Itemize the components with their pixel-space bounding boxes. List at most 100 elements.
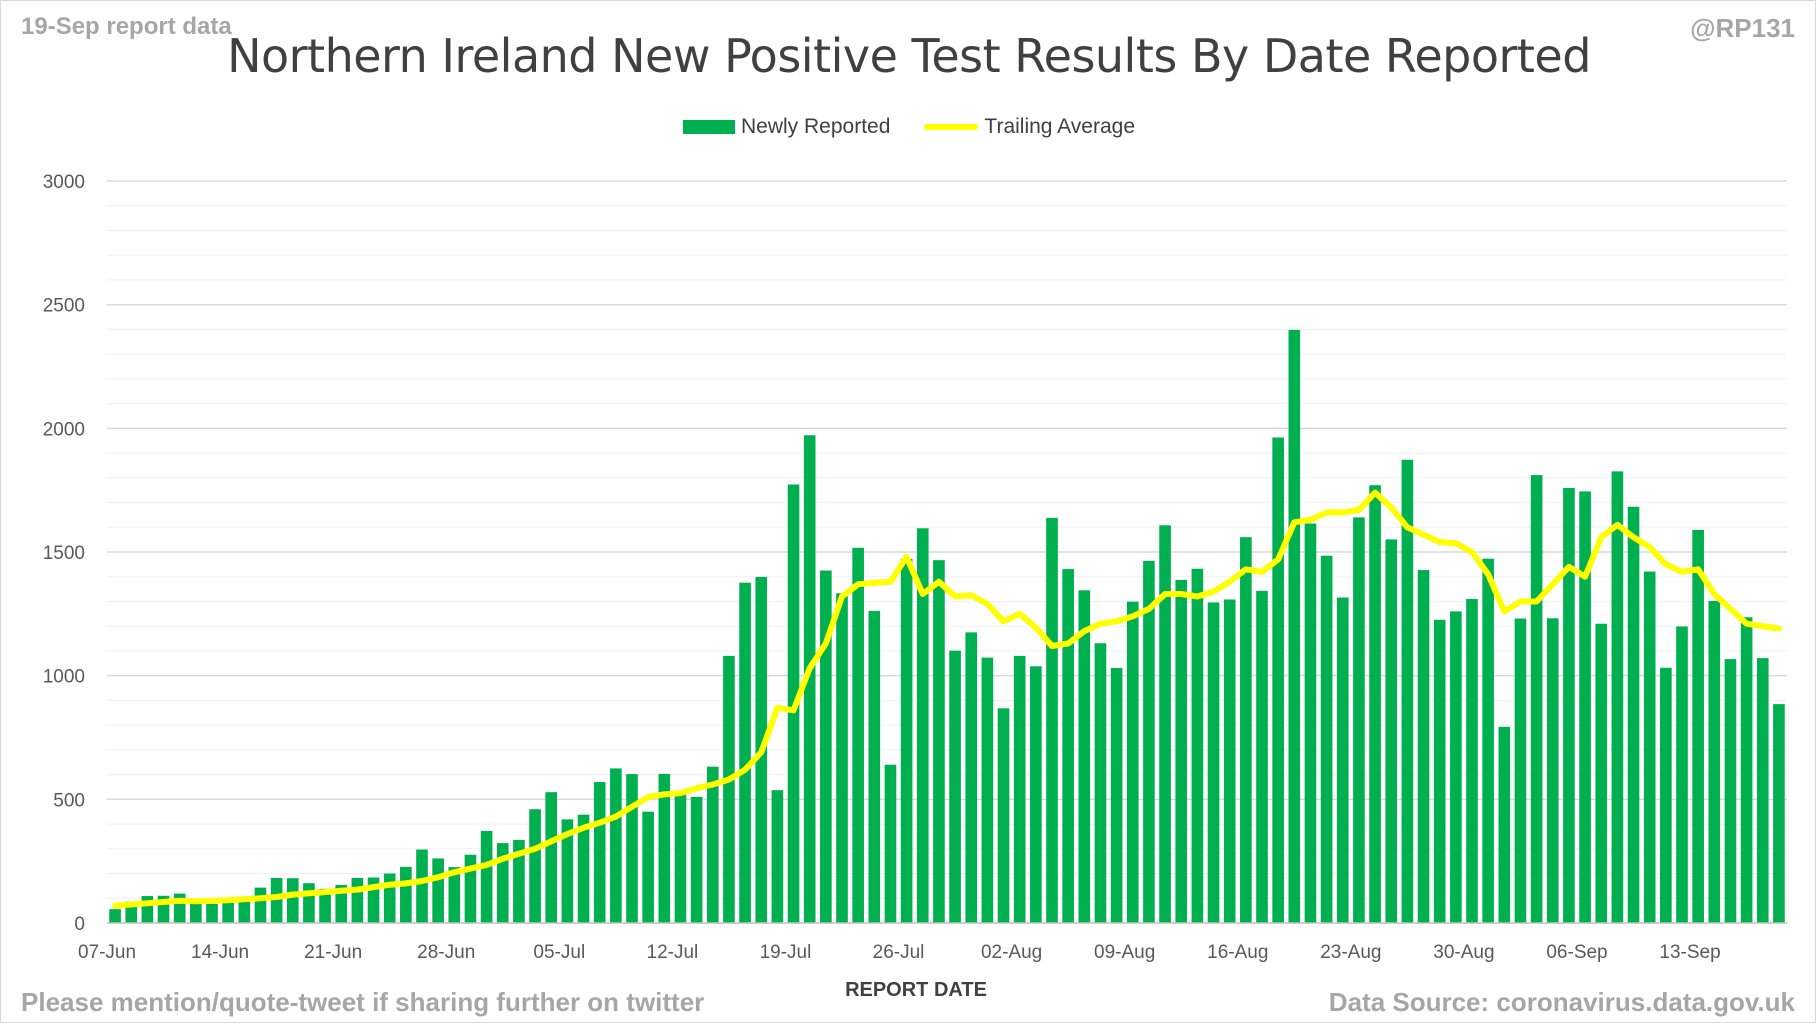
bar: [1546, 618, 1559, 923]
y-tick-label: 1500: [43, 543, 85, 564]
bar: [1159, 525, 1171, 923]
bar: [270, 877, 283, 923]
bar: [1207, 602, 1220, 923]
bar: [690, 796, 703, 923]
bar: [1175, 579, 1188, 923]
line-series: [112, 489, 1782, 909]
bar: [1094, 643, 1107, 923]
trailing-average-line: [112, 489, 1782, 909]
bar: [642, 811, 654, 923]
legend-label-newly-reported: Newly Reported: [741, 115, 891, 138]
bar: [1676, 626, 1688, 923]
bar: [1288, 329, 1301, 923]
bar: [238, 896, 251, 923]
bar: [577, 814, 590, 923]
x-tick-label: 13-Sep: [1659, 942, 1720, 963]
bar: [706, 766, 719, 923]
share-note: Please mention/quote-tweet if sharing fu…: [21, 987, 705, 1017]
bar: [1320, 555, 1333, 923]
x-tick-label: 19-Jul: [760, 942, 812, 963]
legend-item-newly-reported: Newly Reported: [683, 115, 890, 139]
bar: [1013, 655, 1026, 923]
bar: [1563, 487, 1575, 923]
x-tick-label: 07-Jun: [78, 942, 136, 963]
bar: [1450, 611, 1462, 923]
bar: [1336, 597, 1349, 923]
bar: [1353, 517, 1365, 923]
legend-swatch-line: [924, 124, 979, 130]
bar: [190, 901, 202, 923]
bar: [1643, 571, 1656, 923]
bar: [222, 898, 234, 923]
legend-label-trailing-average: Trailing Average: [984, 115, 1135, 138]
x-tick-label: 06-Sep: [1546, 942, 1607, 963]
bar: [852, 547, 864, 923]
bar: [303, 883, 315, 923]
bar: [1078, 590, 1091, 923]
bar: [1708, 600, 1721, 923]
bar: [771, 790, 784, 923]
bar: [464, 854, 477, 923]
bar: [432, 858, 444, 923]
bar: [125, 901, 138, 923]
bar: [496, 843, 509, 923]
bar: [1756, 658, 1769, 923]
x-tick-label: 14-Jun: [191, 942, 249, 963]
axes: 0 500 1000 1500 2000 2500 3000 07-Jun 14-Jun 21-J…: [43, 172, 1787, 963]
bar: [1611, 471, 1624, 923]
bar: [1514, 618, 1527, 923]
bar: [1030, 666, 1042, 923]
bar: [561, 819, 574, 923]
bar: [739, 582, 751, 923]
bar: [1773, 704, 1785, 923]
bar: [286, 878, 299, 923]
x-tick-label: 05-Jul: [533, 942, 585, 963]
x-tick-label: 26-Jul: [873, 942, 925, 963]
bar: [173, 893, 186, 923]
bar: [965, 632, 978, 923]
bar: [416, 849, 428, 923]
y-tick-label: 1000: [43, 667, 85, 688]
bar: [400, 866, 412, 923]
bar: [351, 877, 364, 923]
y-tick-label: 2500: [43, 296, 85, 317]
bar: [933, 560, 945, 923]
bar: [1304, 523, 1317, 923]
x-tick-label: 30-Aug: [1433, 942, 1494, 963]
x-axis-title: REPORT DATE: [845, 979, 987, 1001]
bar: [723, 655, 735, 923]
y-tick-label: 3000: [43, 172, 85, 193]
y-tick-label: 500: [53, 790, 85, 811]
author-handle: @RP131: [1690, 13, 1795, 43]
x-tick-label: 12-Jul: [647, 942, 699, 963]
bar: [884, 764, 897, 923]
x-tick-label: 09-Aug: [1094, 942, 1155, 963]
bar: [1062, 569, 1074, 923]
bar: [836, 593, 848, 923]
bar: [1466, 598, 1478, 923]
bar: [1660, 667, 1672, 923]
bar: [1256, 590, 1268, 923]
x-tick-label: 21-Jun: [304, 942, 362, 963]
bar: [1240, 537, 1252, 923]
bar: [1579, 491, 1591, 923]
chart-legend: Newly Reported Trailing Average: [1, 115, 1816, 139]
bar: [157, 895, 170, 923]
bar: [1401, 459, 1414, 923]
bar: [1223, 599, 1236, 923]
bar: [1143, 560, 1155, 923]
bar: [448, 867, 461, 923]
bar: [1740, 617, 1753, 923]
bar: [1724, 659, 1737, 923]
x-tick-label: 02-Aug: [981, 942, 1042, 963]
bar-series: [109, 329, 1785, 923]
bar: [1417, 570, 1430, 923]
bar: [545, 792, 558, 923]
bar: [981, 657, 994, 923]
bar: [1530, 475, 1543, 923]
bar: [803, 435, 816, 923]
bar: [109, 909, 121, 923]
legend-item-trailing-average: Trailing Average: [924, 115, 1135, 139]
bar: [593, 782, 606, 923]
